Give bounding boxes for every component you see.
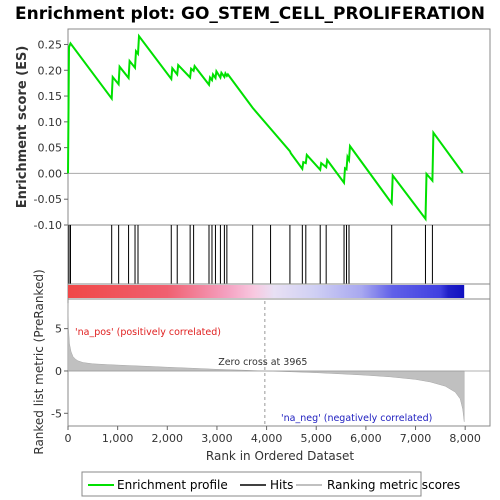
metric-y-ticks: -5 0 5 [51,323,68,420]
x-tick-label: 1,000 [102,432,134,445]
es-y-ticks: -0.10 -0.05 0.00 0.05 0.10 0.15 0.20 0.25 [34,38,68,232]
zero-cross-label: Zero cross at 3965 [218,357,307,368]
legend-entry-ranking-metric: Ranking metric scores [296,478,460,492]
x-tick-label: 0 [65,432,72,445]
es-y-tick-label: 0.25 [38,38,63,51]
x-tick-label: 2,000 [152,432,184,445]
metric-y-tick-label: 0 [55,365,62,378]
x-tick-label: 8,000 [449,432,481,445]
es-y-tick-label: 0.00 [38,167,63,180]
metric-y-axis-label: Ranked list metric (PreRanked) [32,269,46,454]
pos-correlated-label: 'na_pos' (positively correlated) [75,327,221,338]
legend-entry-hits: Hits [240,478,293,492]
hits-panel-frame [67,224,491,285]
hits-marks [68,225,433,284]
es-y-axis-label: Enrichment score (ES) [15,46,30,209]
legend-label-ranking-metric: Ranking metric scores [327,478,460,492]
es-panel-frame [67,28,491,226]
legend-label-enrichment-profile: Enrichment profile [117,478,228,492]
neg-correlated-label: 'na_neg' (negatively correlated) [281,413,432,424]
x-axis-label: Rank in Ordered Dataset [206,449,354,463]
es-y-tick-label: 0.15 [38,90,63,103]
x-tick-label: 6,000 [350,432,382,445]
x-tick-label: 5,000 [300,432,332,445]
ranking-metric-area [67,303,465,422]
x-tick-label: 7,000 [400,432,432,445]
legend-entry-enrichment-profile: Enrichment profile [88,478,228,492]
es-y-tick-label: -0.05 [34,193,62,206]
rank-gradient [68,285,465,298]
legend-label-hits: Hits [270,478,293,492]
enrichment-profile-line [67,33,464,222]
es-y-tick-label: -0.10 [34,219,62,232]
es-y-tick-label: 0.10 [38,116,63,129]
legend-box [81,471,422,497]
x-tick-label: 4,000 [251,432,283,445]
x-axis-ticks: 0 1,000 2,000 3,000 4,000 5,000 6,000 7,000 8,00… [65,426,481,445]
es-y-tick-label: 0.05 [38,142,63,155]
metric-y-tick-label: 5 [55,323,62,336]
chart-title: Enrichment plot: GO_STEM_CELL_PROLIFERAT… [15,4,485,24]
metric-y-tick-label: -5 [51,407,62,420]
x-tick-label: 3,000 [201,432,233,445]
es-y-tick-label: 0.20 [38,64,63,77]
